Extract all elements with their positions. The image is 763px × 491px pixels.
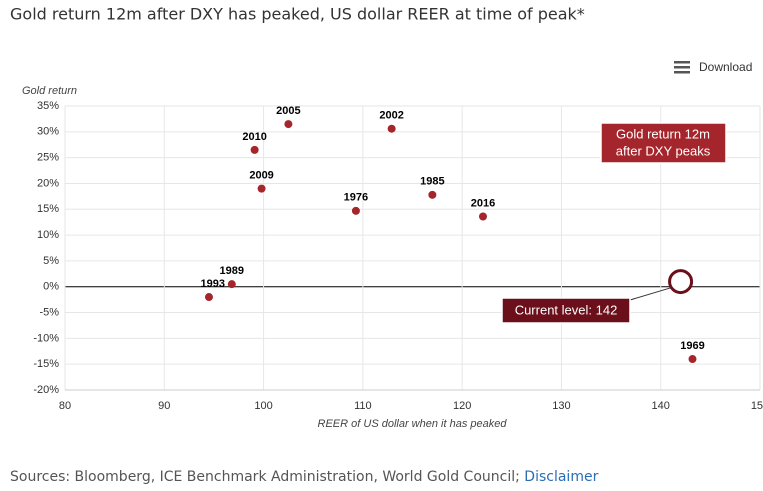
x-tick-label: 140 [652,400,670,412]
y-tick-label: 15% [37,203,59,215]
y-tick-label: -20% [33,384,59,396]
point-label: 2010 [242,131,266,143]
point-label: 2009 [249,170,273,182]
download-button[interactable]: Download [674,60,752,74]
connector [629,287,672,301]
x-axis-label: REER of US dollar when it has peaked [318,418,508,430]
point [284,120,293,129]
legend-box [600,122,727,164]
point-label: 2005 [276,105,300,117]
chart-title: Gold return 12m after DXY has peaked, US… [10,5,585,24]
y-tick-label: -10% [33,332,59,344]
x-tick-label: 130 [552,400,570,412]
point [478,212,487,221]
x-tick-label: 110 [354,400,372,412]
current-point [668,269,694,295]
point [227,280,236,289]
y-axis-label: Gold return [22,85,77,97]
y-tick-label: 5% [43,255,59,267]
sources: Sources: Bloomberg, ICE Benchmark Admini… [10,469,520,485]
point-label: 2016 [471,197,495,209]
current-label: Current level: 142 [515,302,618,317]
point-label: 1976 [344,192,368,204]
point [688,355,697,364]
x-tick-label: 80 [59,400,71,412]
footer: Sources: Bloomberg, ICE Benchmark Admini… [10,469,598,485]
y-tick-label: 0% [43,281,59,293]
current-box [501,297,631,324]
point [257,184,266,193]
menu-icon [674,71,690,74]
point-label: 1993 [200,278,224,290]
x-tick-label: 90 [158,400,170,412]
chart: Gold return 12m after DXY has peaked, US… [10,5,763,430]
point-label: 1989 [220,265,244,277]
y-tick-label: -5% [39,306,59,318]
x-tick-label: 100 [254,400,272,412]
x-tick-label: 150 [751,400,763,412]
y-tick-label: 30% [37,126,59,138]
point-label: 2002 [379,110,403,122]
point [204,293,213,302]
legend-text: after DXY peaks [616,143,711,158]
point [250,145,259,154]
point-label: 1969 [680,340,704,352]
y-tick-label: 10% [37,229,59,241]
y-tick-label: 35% [37,100,59,112]
legend-text: Gold return 12m [616,126,710,141]
point [387,124,396,133]
y-tick-label: 25% [37,152,59,164]
point [428,190,437,199]
y-tick-label: 20% [37,177,59,189]
download-label[interactable]: Download [699,60,752,74]
disclaimer-link[interactable]: Disclaimer [524,469,599,485]
x-tick-label: 120 [453,400,471,412]
menu-icon [674,61,690,64]
point [351,206,360,215]
menu-icon [674,66,690,69]
point-label: 1985 [420,176,444,188]
y-tick-label: -15% [33,358,59,370]
